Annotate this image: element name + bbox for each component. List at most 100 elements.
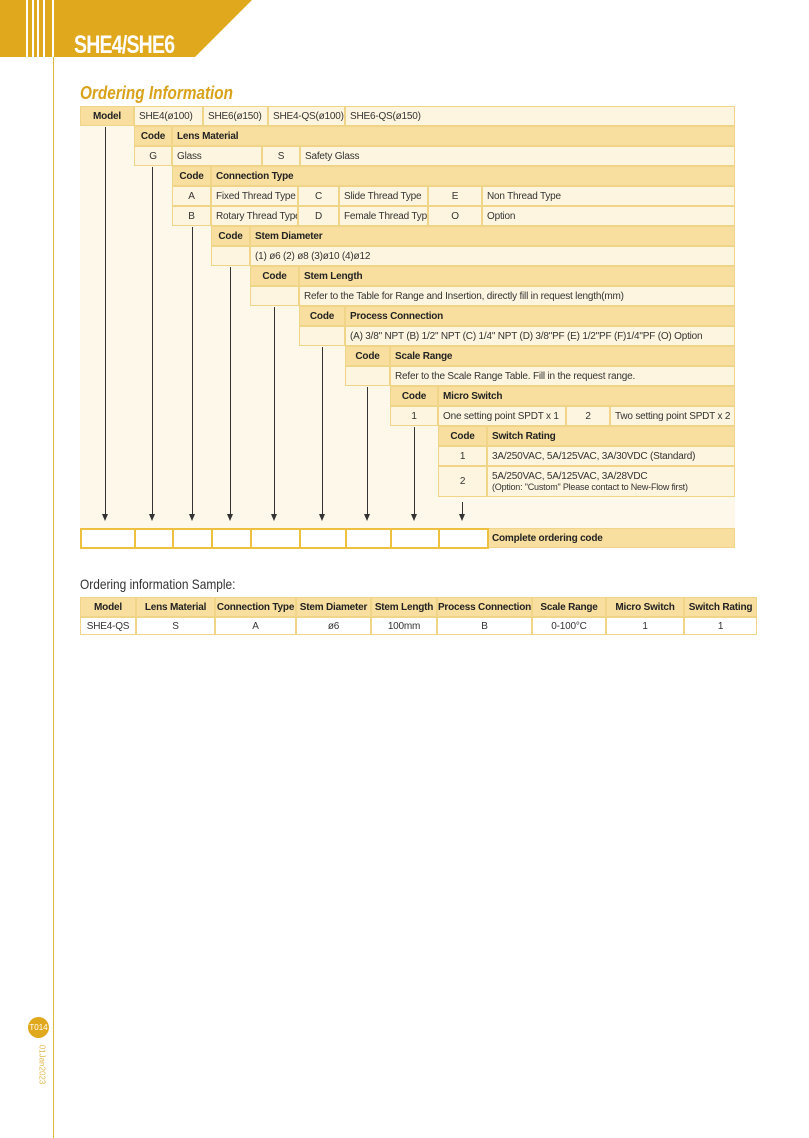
ordering-code-box[interactable] [250,528,301,549]
code-cell [250,286,299,306]
code-header: Code [211,226,250,246]
arrow-line [367,387,368,516]
ordering-code-box[interactable] [211,528,252,549]
process-value: (A) 3/8" NPT (B) 1/2" NPT (C) 1/4" NPT (… [345,326,735,346]
header-title: SHE4/SHE6 [74,31,175,59]
arrow-line [274,307,275,516]
arrow-line [105,127,106,516]
ordering-code-box[interactable] [134,528,174,549]
ordering-code-box[interactable] [172,528,213,549]
sample-title: Ordering information Sample: [80,576,236,592]
sample-value-cell: 0-100°C [532,617,606,635]
code-cell: 1 [390,406,438,426]
sample-value-cell: 100mm [371,617,437,635]
page-badge: T014 [28,1017,49,1038]
arrow-down-icon [271,514,277,521]
code-cell [211,246,250,266]
code-header: Code [134,126,172,146]
code-cell: S [262,146,300,166]
process-header: Process Connection [345,306,735,326]
rating-option: 3A/250VAC, 5A/125VAC, 3A/30VDC (Standard… [487,446,735,466]
arrow-line [414,427,415,516]
ordering-code-box[interactable] [390,528,440,549]
ordering-code-box[interactable] [345,528,392,549]
code-cell: 1 [438,446,487,466]
connection-option: Female Thread Type [339,206,428,226]
sample-value-cell: S [136,617,215,635]
arrow-down-icon [411,514,417,521]
code-cell: 2 [566,406,610,426]
arrow-down-icon [102,514,108,521]
code-header: Code [438,426,487,446]
connection-type-header: Connection Type [211,166,735,186]
connection-option: Non Thread Type [482,186,735,206]
sample-header-cell: Model [80,597,136,617]
arrow-line [462,502,463,516]
lens-option: Safety Glass [300,146,735,166]
code-cell: E [428,186,482,206]
model-option: SHE4-QS(ø100) [268,106,345,126]
connection-option: Option [482,206,735,226]
code-cell: C [298,186,339,206]
stem_length-value: Refer to the Table for Range and Inserti… [299,286,735,306]
sample-header-cell: Stem Diameter [296,597,371,617]
micro-option: One setting point SPDT x 1 [438,406,566,426]
arrow-down-icon [227,514,233,521]
sample-header-cell: Switch Rating [684,597,757,617]
code-cell: D [298,206,339,226]
section-title: Ordering Information [80,83,233,103]
stem_length-header: Stem Length [299,266,735,286]
code-cell: A [172,186,211,206]
sample-header-cell: Process Connection [437,597,532,617]
sample-value-cell: B [437,617,532,635]
code-header: Code [250,266,299,286]
sample-value-cell: A [215,617,296,635]
arrow-down-icon [459,514,465,521]
arrow-line [152,167,153,516]
ordering-code-box[interactable] [438,528,489,549]
model-option: SHE4(ø100) [134,106,203,126]
margin-line [53,57,54,1138]
switch-rating-header: Switch Rating [487,426,735,446]
micro-option: Two setting point SPDT x 2 [610,406,735,426]
lens-material-header: Lens Material [172,126,735,146]
connection-option: Rotary Thread Type [211,206,298,226]
ordering-code-box[interactable] [299,528,347,549]
complete-ordering-label: Complete ordering code [487,528,735,548]
scale-header: Scale Range [390,346,735,366]
sample-header-cell: Micro Switch [606,597,684,617]
code-cell [299,326,345,346]
sample-header-cell: Lens Material [136,597,215,617]
date-label: 01Jan2023 [37,1044,47,1085]
code-header: Code [172,166,211,186]
arrow-line [192,227,193,516]
connection-option: Fixed Thread Type [211,186,298,206]
code-cell: O [428,206,482,226]
code-header: Code [345,346,390,366]
micro-switch-header: Micro Switch [438,386,735,406]
rating-text: 5A/250VAC, 5A/125VAC, 3A/28VDC [492,470,648,482]
sample-header-cell: Scale Range [532,597,606,617]
model-option: SHE6-QS(ø150) [345,106,735,126]
header-banner [0,0,252,57]
rating-option: 5A/250VAC, 5A/125VAC, 3A/28VDC (Option: "… [487,466,735,497]
code-cell: 2 [438,466,487,497]
arrow-down-icon [189,514,195,521]
arrow-line [230,267,231,516]
stem_diameter-value: (1) ø6 (2) ø8 (3)ø10 (4)ø12 [250,246,735,266]
model-option: SHE6(ø150) [203,106,268,126]
sample-header-cell: Connection Type [215,597,296,617]
code-header: Code [390,386,438,406]
code-header: Code [299,306,345,326]
code-cell: B [172,206,211,226]
sample-value-cell: SHE4-QS [80,617,136,635]
arrow-line [322,347,323,516]
sample-value-cell: ø6 [296,617,371,635]
ordering-code-box[interactable] [80,528,136,549]
arrow-down-icon [149,514,155,521]
connection-option: Slide Thread Type [339,186,428,206]
sample-header-cell: Stem Length [371,597,437,617]
model-label: Model [80,106,134,126]
lens-option: Glass [172,146,262,166]
